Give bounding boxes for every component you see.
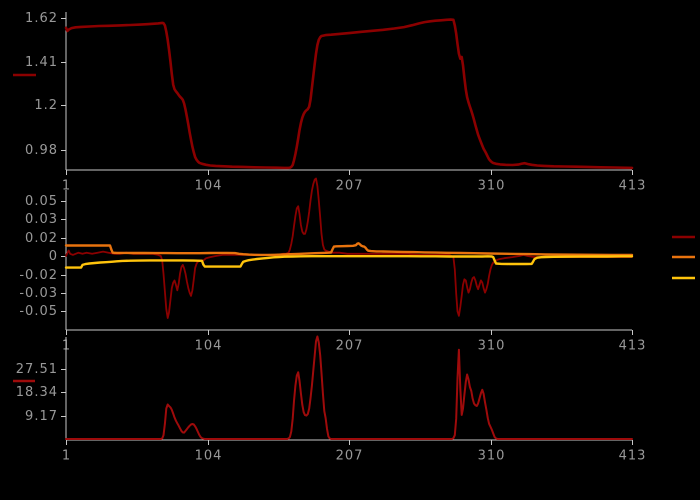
bottom-plot: 1 104 207 310 413 27.51 18.34 9.17 [13, 335, 647, 464]
middle-plot-y-tick-label: -0.05 [19, 304, 58, 319]
bottom-plot-series-1-line [65, 335, 633, 440]
middle-plot-y-tick-label: 0.05 [25, 194, 58, 209]
bottom-plot-x-tick-label: 310 [478, 449, 506, 464]
middle-plot-y-tick-label: -0.03 [19, 286, 58, 301]
middle-plot-x-tick-label: 104 [195, 339, 223, 354]
top-plot: 1 104 207 310 413 1.62 1.41 1.2 0.98 [13, 11, 647, 194]
top-plot-x-tick-label: 1 [62, 179, 71, 194]
bottom-plot-x-tick-label: 1 [62, 449, 71, 464]
middle-plot-y-tick-label: 0.03 [25, 212, 58, 227]
bottom-plot-y-tick-label: 27.51 [16, 362, 58, 377]
top-plot-x-tick-label: 413 [619, 179, 647, 194]
top-plot-y-tick-label: 1.41 [25, 55, 58, 70]
middle-plot-x-tick-label: 310 [478, 339, 506, 354]
middle-plot-y-tick-label: 0 [49, 249, 58, 264]
middle-plot-series-yellow-line [64, 255, 634, 269]
bottom-plot-y-tick-label: 18.34 [16, 385, 58, 400]
top-plot-x-tick-label: 310 [478, 179, 506, 194]
middle-plot-series-red-line [65, 177, 633, 319]
top-plot-series-1-line [64, 18, 634, 170]
bottom-plot-x-tick-label: 207 [336, 449, 364, 464]
middle-plot-x-tick-label: 413 [619, 339, 647, 354]
middle-plot-series-orange-line [64, 242, 634, 257]
bottom-plot-y-tick-label: 9.17 [25, 409, 58, 424]
middle-plot-x-tick-label: 207 [336, 339, 364, 354]
top-plot-y-tick-label: 1.2 [34, 98, 58, 113]
middle-plot-y-tick-label: -0.02 [19, 268, 58, 283]
top-plot-x-tick-label: 207 [336, 179, 364, 194]
top-plot-y-tick-label: 0.98 [25, 143, 58, 158]
middle-plot: 1 104 207 310 413 0.05 0.03 0.02 0 -0.02 -0.03 -0.0… [19, 177, 695, 354]
bottom-plot-x-tick-label: 104 [195, 449, 223, 464]
top-plot-y-tick-label: 1.62 [25, 11, 58, 26]
bottom-plot-x-tick-label: 413 [619, 449, 647, 464]
top-plot-x-tick-label: 104 [195, 179, 223, 194]
middle-plot-y-tick-label: 0.02 [25, 231, 58, 246]
